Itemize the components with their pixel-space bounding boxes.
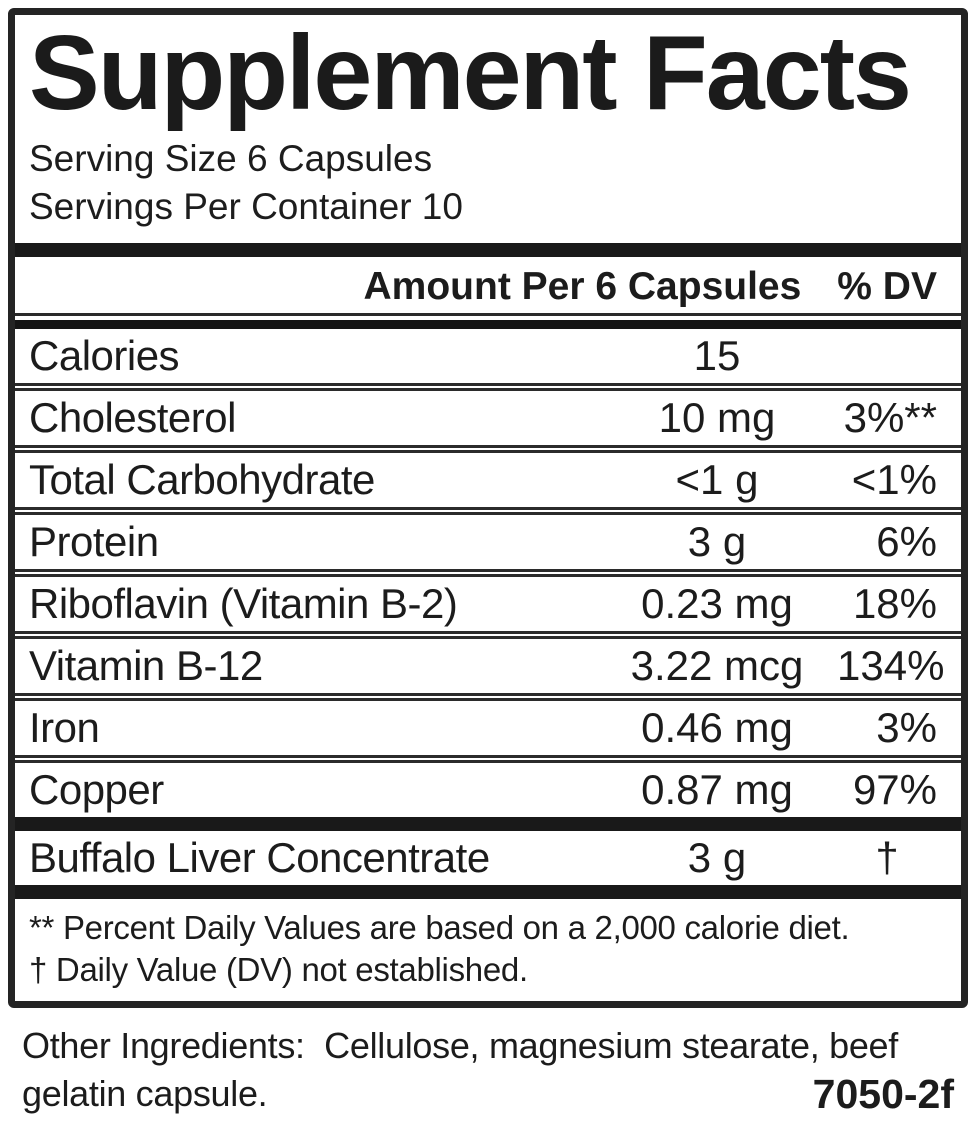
nutrient-dv: 3%** xyxy=(843,394,937,442)
serving-size-text: Serving Size 6 Capsules xyxy=(29,138,433,180)
nutrient-rows: Calories 15 Cholesterol 10 mg 3%** Total Carb… xyxy=(15,329,961,817)
proprietary-rows: Buffalo Liver Concentrate 3 g † xyxy=(15,831,961,885)
nutrient-dv: 134% xyxy=(837,642,945,690)
other-ingredients-section: Other Ingredients: Cellulose, magnesium … xyxy=(8,1022,966,1118)
nutrient-name: Iron xyxy=(29,704,100,752)
nutrient-dv: <1% xyxy=(851,456,937,504)
other-ingredients-text: Other Ingredients: Cellulose, magnesium … xyxy=(22,1025,908,1114)
nutrient-row: Iron 0.46 mg 3% xyxy=(15,693,961,755)
nutrient-row: Protein 3 g 6% xyxy=(15,507,961,569)
nutrient-name: Total Carbohydrate xyxy=(29,456,375,504)
nutrient-amount: 0.46 mg xyxy=(641,704,793,752)
footnote-line: ** Percent Daily Values are based on a 2… xyxy=(29,909,850,947)
nutrient-amount: 0.23 mg xyxy=(641,580,793,628)
nutrient-amount: 10 mg xyxy=(658,394,776,442)
nutrient-amount: 3 g xyxy=(687,518,747,566)
nutrient-dv: 18% xyxy=(852,580,937,628)
nutrient-row: Calories 15 xyxy=(15,329,961,383)
nutrient-amount: 3 g xyxy=(687,834,747,882)
section-divider-top xyxy=(15,243,961,258)
servings-per-container-text: Servings Per Container 10 xyxy=(29,186,463,228)
nutrient-name: Buffalo Liver Concentrate xyxy=(29,834,490,882)
nutrient-row: Vitamin B-12 3.22 mcg 134% xyxy=(15,631,961,693)
nutrient-row: Cholesterol 10 mg 3%** xyxy=(15,383,961,445)
nutrient-amount: <1 g xyxy=(675,456,759,504)
nutrient-name: Protein xyxy=(29,518,159,566)
nutrient-row: Riboflavin (Vitamin B-2) 0.23 mg 18% xyxy=(15,569,961,631)
nutrient-name: Riboflavin (Vitamin B-2) xyxy=(29,580,458,628)
dv-column-header: % DV xyxy=(837,265,937,309)
nutrient-name: Cholesterol xyxy=(29,394,236,442)
nutrient-name: Calories xyxy=(29,332,180,380)
footnote-line: † Daily Value (DV) not established. xyxy=(29,951,528,989)
nutrient-amount: 3.22 mcg xyxy=(630,642,804,690)
panel-header: Supplement Facts Serving Size 6 Capsules… xyxy=(15,15,961,243)
nutrient-row: Total Carbohydrate <1 g <1% xyxy=(15,445,961,507)
supplement-facts-panel: Supplement Facts Serving Size 6 Capsules… xyxy=(8,8,968,1009)
panel-title: Supplement Facts xyxy=(29,14,912,132)
nutrient-name: Copper xyxy=(29,766,164,814)
nutrient-dv: † xyxy=(875,834,899,882)
nutrient-amount: 15 xyxy=(693,332,741,380)
nutrient-dv: 3% xyxy=(876,704,937,752)
nutrient-amount: 0.87 mg xyxy=(641,766,793,814)
section-divider-bottom xyxy=(15,885,961,900)
section-divider-middle xyxy=(15,817,961,832)
nutrient-dv: 6% xyxy=(876,518,937,566)
nutrient-row: Buffalo Liver Concentrate 3 g † xyxy=(15,831,961,885)
column-header-row: Amount Per 6 Capsules % DV xyxy=(15,257,961,313)
product-code: 7050-2f xyxy=(812,1071,954,1117)
amount-column-header: Amount Per 6 Capsules xyxy=(363,265,802,309)
footnotes: ** Percent Daily Values are based on a 2… xyxy=(15,899,961,1001)
nutrient-dv: 97% xyxy=(852,766,937,814)
nutrient-row: Copper 0.87 mg 97% xyxy=(15,755,961,817)
header-rule xyxy=(15,313,961,330)
nutrient-name: Vitamin B-12 xyxy=(29,642,263,690)
